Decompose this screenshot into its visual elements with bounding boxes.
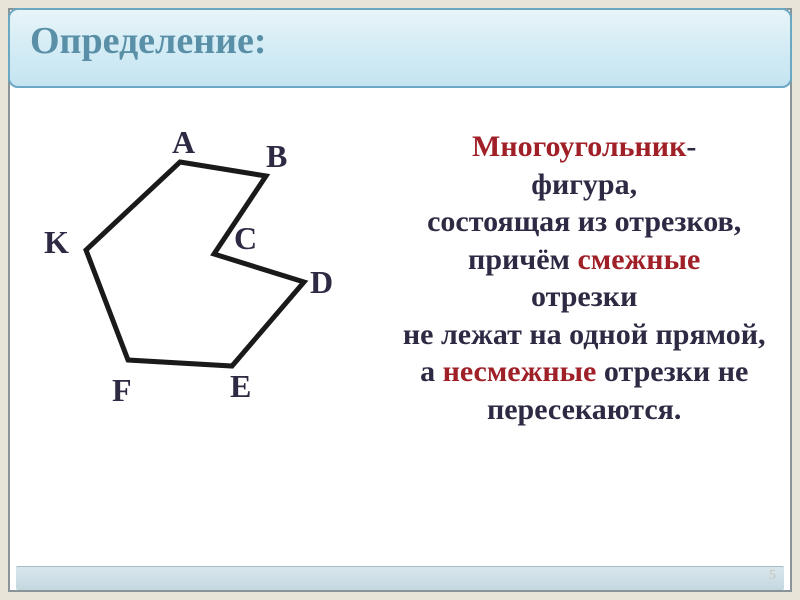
vertex-label-A: A (172, 124, 195, 161)
def-line-1: Многоугольник- (384, 128, 784, 166)
vertex-label-B: B (266, 138, 287, 175)
vertex-label-C: C (234, 220, 257, 257)
vertex-label-D: D (310, 264, 333, 301)
definition-text: Многоугольник- фигура, состоящая из отре… (384, 124, 790, 570)
def-line-6: не лежат на одной прямой, (384, 316, 784, 354)
content-area: A B C D E F K Многоугольник- фигура, состоящая… (10, 124, 790, 570)
bottom-bar (16, 566, 784, 590)
page-number: 5 (769, 568, 776, 584)
def-line-3: состоящая из отрезков, (384, 203, 784, 241)
vertex-label-E: E (230, 368, 251, 405)
slide-frame: Определение: A B C D E F K Многоугольник- фигу… (8, 8, 792, 592)
term-nonadjacent: несмежные (443, 355, 597, 388)
polygon-diagram: A B C D E F K (10, 124, 384, 570)
def-line-2: фигура, (384, 166, 784, 204)
vertex-label-K: K (44, 224, 69, 261)
slide-title: Определение: (30, 22, 770, 62)
def-line-4: причём смежные (384, 241, 784, 279)
term-adjacent: смежные (577, 243, 700, 276)
title-box: Определение: (8, 8, 792, 88)
vertex-label-F: F (112, 372, 132, 409)
polygon-shape (86, 162, 304, 366)
def-line-8: пересекаются. (384, 391, 784, 429)
def-line-7: а несмежные отрезки не (384, 353, 784, 391)
def-line-5: отрезки (384, 278, 784, 316)
term-polygon: Многоугольник (472, 130, 686, 163)
